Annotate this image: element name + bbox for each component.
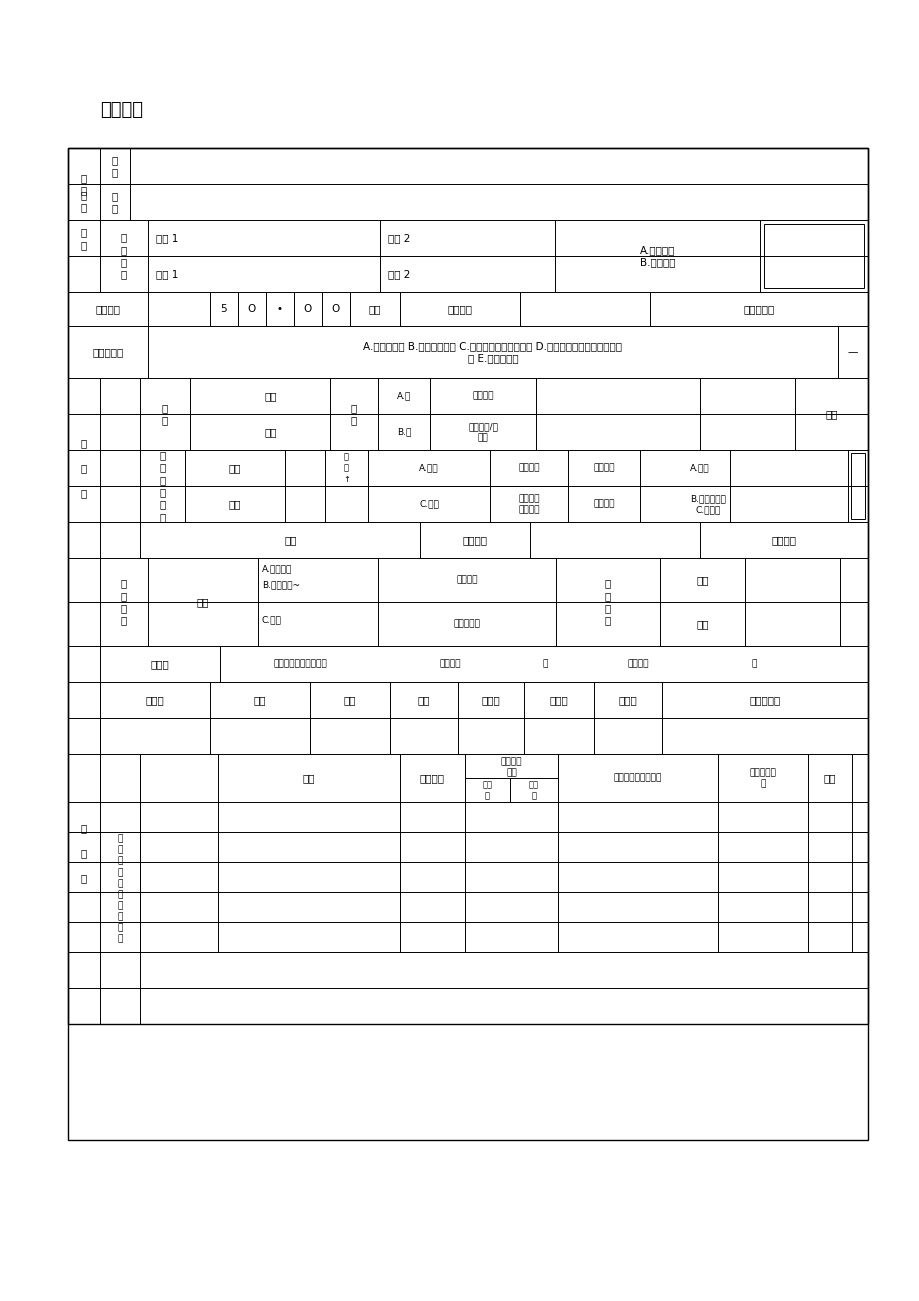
Text: A.男: A.男 [396, 392, 411, 401]
Text: 所
在
单
位: 所 在 单 位 [120, 579, 127, 626]
Text: O: O [247, 304, 255, 314]
Bar [68, 148, 867, 1024]
Text: 申请者电话: 申请者电话 [453, 619, 480, 628]
Text: —: — [847, 347, 857, 356]
Text: 专业
职: 专业 职 [482, 781, 492, 800]
Text: 申
请
学
科: 申 请 学 科 [120, 233, 127, 280]
Text: A.博士: A.博士 [419, 463, 438, 472]
Text: O: O [303, 304, 312, 314]
Text: 总人数: 总人数 [145, 695, 165, 705]
Text: 所在地: 所在地 [151, 660, 169, 669]
Text: 项

目

组: 项 目 组 [81, 824, 87, 883]
Text: 签字: 签字 [823, 773, 835, 783]
Text: 名称 1: 名称 1 [156, 233, 178, 243]
Text: 出生年月: 出生年月 [471, 392, 494, 401]
Text: 毕业院校: 毕业院校 [593, 463, 614, 472]
Bar [850, 453, 864, 519]
Text: 代码: 代码 [696, 619, 708, 628]
Text: 邮政编码: 邮政编码 [456, 575, 477, 584]
Text: •: • [277, 304, 283, 314]
Text: 街（路）: 街（路） [627, 660, 648, 669]
Text: 身份证号/护
照号: 身份证号/护 照号 [468, 422, 497, 442]
Text: A.风洞试验室 B.振动台试验室 C.振动与地面运动观测室 D.多功能振动台与减隔震试验
室 E.抗火试验室: A.风洞试验室 B.振动台试验室 C.振动与地面运动观测室 D.多功能振动台与减… [363, 341, 622, 363]
Text: 代码: 代码 [229, 500, 241, 509]
Text: 业
技
术
职
务
专: 业 技 术 职 务 专 [159, 450, 165, 522]
Text: 授予时间: 授予时间 [593, 500, 614, 509]
Text: 参加单位数: 参加单位数 [749, 695, 780, 705]
Text: 隶
属
关
系: 隶 属 关 系 [604, 579, 610, 626]
Text: 姓名: 姓名 [302, 773, 315, 783]
Text: 名
称: 名 称 [81, 173, 87, 195]
Text: 民族: 民族 [824, 409, 837, 419]
Text: 名称: 名称 [285, 535, 297, 545]
Text: 所用试验室: 所用试验室 [92, 347, 123, 356]
Text: 名称: 名称 [229, 463, 241, 474]
Bar [763, 224, 863, 288]
Text: C.学士: C.学士 [419, 500, 438, 509]
Text: 专业技术
职务: 专业技术 职务 [500, 757, 522, 777]
Text: 万元: 万元 [369, 304, 380, 314]
Text: 申

请

者: 申 请 者 [81, 438, 87, 498]
Text: 市（县）: 市（县） [438, 660, 460, 669]
Text: B.博士生导师
C.博士后: B.博士生导师 C.博士后 [689, 494, 725, 514]
Text: 年月一年月: 年月一年月 [743, 304, 774, 314]
Text: 5: 5 [221, 304, 227, 314]
Text: B.科研机构~: B.科研机构~ [262, 580, 300, 589]
Text: 博士生: 博士生 [549, 695, 568, 705]
Text: 学
位
↑: 学 位 ↑ [343, 453, 349, 484]
Text: 博士后: 博士后 [482, 695, 500, 705]
Text: 英
文: 英 文 [112, 191, 118, 213]
Text: 硕士生: 硕士生 [618, 695, 637, 705]
Text: 最终学位
授予信息: 最终学位 授予信息 [517, 494, 539, 514]
Text: 身份证号: 身份证号 [420, 773, 445, 783]
Text: 性
别: 性 别 [350, 403, 357, 425]
Text: 拼音: 拼音 [265, 427, 278, 437]
Text: 姓
名: 姓 名 [162, 403, 168, 425]
Text: 起止年月: 起止年月 [447, 304, 472, 314]
Text: 项目中的分
工: 项目中的分 工 [749, 768, 776, 788]
Text: 中级: 中级 [344, 695, 356, 705]
Text: O: O [332, 304, 340, 314]
Text: 单位代码: 单位代码 [771, 535, 796, 545]
Text: 性质: 性质 [197, 597, 209, 608]
Text: 名称: 名称 [696, 575, 708, 585]
Text: A.院士: A.院士 [689, 463, 709, 472]
Text: 系（所）: 系（所） [462, 535, 487, 545]
Text: 一、简表: 一、简表 [100, 101, 142, 118]
Text: 研
究

项
目: 研 究 项 目 [81, 190, 87, 250]
Text: 技术
务: 技术 务 [528, 781, 539, 800]
Text: 高级: 高级 [254, 695, 266, 705]
Text: 代码 1: 代码 1 [156, 269, 178, 278]
Text: 号: 号 [751, 660, 755, 669]
Bar [68, 148, 867, 1140]
Text: A.高等院校: A.高等院校 [262, 565, 292, 574]
Text: 申请金额: 申请金额 [96, 304, 120, 314]
Text: 代码 2: 代码 2 [388, 269, 410, 278]
Text: A.基础研究
B.应用基础: A.基础研究 B.应用基础 [639, 245, 675, 267]
Text: 中
文: 中 文 [112, 155, 118, 177]
Text: B.女: B.女 [396, 428, 411, 437]
Text: 名称 2: 名称 2 [388, 233, 410, 243]
Text: 省（自治区、直辖市）: 省（自治区、直辖市） [273, 660, 326, 669]
Text: 毕业院校: 毕业院校 [517, 463, 539, 472]
Text: 所在单位名称及代码: 所在单位名称及代码 [613, 774, 662, 782]
Text: 中文: 中文 [265, 392, 278, 401]
Text: 区: 区 [541, 660, 547, 669]
Text: C.其它: C.其它 [262, 615, 281, 624]
Text: 主
要
成
员
（
不
含
申
请
者: 主 要 成 员 （ 不 含 申 请 者 [118, 834, 122, 943]
Text: 初级: 初级 [417, 695, 430, 705]
